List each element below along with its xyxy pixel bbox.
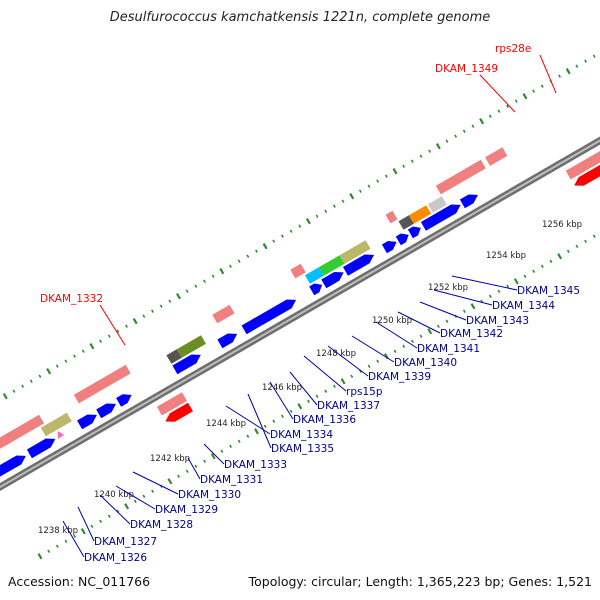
cds-grey (166, 349, 182, 364)
label-leader (203, 443, 225, 465)
label-leader (419, 301, 467, 321)
red-gene-label: rps28e (495, 43, 531, 55)
cds-orange (408, 205, 432, 224)
label-leader (327, 345, 369, 377)
gene-label: DKAM_1345 (517, 285, 580, 297)
cds-fwd (241, 299, 297, 335)
gene-features (0, 147, 600, 477)
red-leader (539, 54, 557, 94)
cds-fwd (116, 394, 132, 407)
cds-fwd (172, 354, 201, 375)
cds-fwd (459, 194, 478, 209)
label-leader (397, 311, 441, 334)
feature-pink (290, 263, 306, 279)
cds-fwd (343, 254, 375, 276)
feature-pink (565, 150, 600, 180)
gene-label: DKAM_1326 (84, 552, 147, 564)
cds-fwd (420, 204, 461, 231)
gene-label: DKAM_1330 (178, 489, 241, 501)
scale-labels: 1238 kbp 1240 kbp 1242 kbp 1244 kbp 1246 kbp… (38, 220, 582, 536)
gene-label: DKAM_1329 (155, 504, 218, 516)
gene-label: DKAM_1339 (368, 371, 431, 383)
backbone-highlight (0, 139, 600, 489)
label-leader (269, 381, 294, 420)
scale-label: 1256 kbp (542, 220, 582, 230)
gene-label: DKAM_1342 (440, 328, 503, 340)
cds-fwd (395, 233, 409, 246)
gene-label: DKAM_1340 (394, 357, 457, 369)
cds-olive (176, 335, 206, 358)
feature-pink (435, 159, 486, 195)
gene-label: DKAM_1327 (94, 536, 157, 548)
gene-label: DKAM_1336 (293, 414, 356, 426)
cds-fwd (321, 272, 344, 289)
accession-text: Accession: NC_011766 (8, 574, 151, 589)
red-gene-label: DKAM_1332 (40, 293, 103, 305)
gene-label: rps15p (346, 386, 383, 398)
gene-label: DKAM_1341 (417, 343, 480, 355)
gene-label: DKAM_1337 (317, 400, 380, 412)
scale-label: 1248 kbp (316, 349, 356, 359)
scale-label: 1242 kbp (150, 454, 190, 464)
marker-triangle (58, 431, 64, 439)
feature-pink (485, 147, 508, 166)
gene-label: DKAM_1343 (466, 315, 529, 327)
label-leader (62, 520, 85, 558)
scale-label: 1244 kbp (206, 419, 246, 429)
label-leader (99, 494, 131, 525)
cds-rev (574, 164, 600, 186)
genome-summary: Topology: circular; Length: 1,365,223 bp… (248, 574, 592, 589)
red-gene-label: DKAM_1349 (435, 63, 498, 75)
cds-cyan (304, 267, 324, 284)
gene-label: DKAM_1334 (270, 429, 333, 441)
gene-label: DKAM_1344 (492, 300, 555, 312)
label-leader (187, 457, 201, 480)
cds-green (318, 255, 345, 276)
gene-label: DKAM_1333 (224, 459, 287, 471)
cds-rev (165, 402, 193, 422)
scale-label: 1246 kbp (262, 383, 302, 393)
cds-fwd (381, 241, 397, 254)
red-leader (99, 304, 126, 346)
cds-fwd (77, 414, 97, 430)
label-leader (451, 275, 518, 291)
scale-label: 1238 kbp (38, 526, 78, 536)
gene-labels: DKAM_1326 DKAM_1327 DKAM_1328 DKAM_1329 DKAM… (40, 43, 580, 564)
cds-khaki (40, 412, 72, 437)
feature-pink (385, 210, 398, 224)
gene-label: DKAM_1331 (200, 474, 263, 486)
feature-pink (156, 392, 187, 416)
gene-label: DKAM_1335 (271, 443, 334, 455)
feature-pink (212, 304, 235, 324)
label-leader (303, 355, 347, 392)
scale-label: 1250 kbp (372, 316, 412, 326)
label-leader (289, 371, 318, 406)
label-leader (247, 393, 272, 449)
feature-pink (0, 414, 45, 449)
label-leader (77, 506, 95, 542)
genome-backbone (0, 136, 600, 492)
cds-fwd (26, 438, 56, 459)
cds-fwd (96, 403, 116, 419)
feature-pink (73, 364, 131, 404)
scale-label: 1254 kbp (486, 251, 526, 261)
gene-label: DKAM_1328 (130, 519, 193, 531)
cds-lightgrey (427, 196, 447, 213)
cds-fwd (217, 333, 238, 349)
cds-fwd (0, 455, 26, 477)
cds-grey (398, 215, 414, 230)
cds-fwd (309, 283, 323, 296)
cds-khaki (339, 240, 371, 264)
label-leader (351, 335, 395, 363)
scale-label: 1252 kbp (428, 283, 468, 293)
label-leader (433, 289, 493, 306)
map-title: Desulfurococcus kamchatkensis 1221n, com… (109, 10, 491, 25)
label-leader (115, 485, 156, 510)
label-leader (132, 471, 179, 495)
label-leader (375, 321, 418, 349)
cds-fwd (407, 226, 421, 239)
red-leader (479, 74, 516, 113)
scale-label: 1240 kbp (94, 490, 134, 500)
